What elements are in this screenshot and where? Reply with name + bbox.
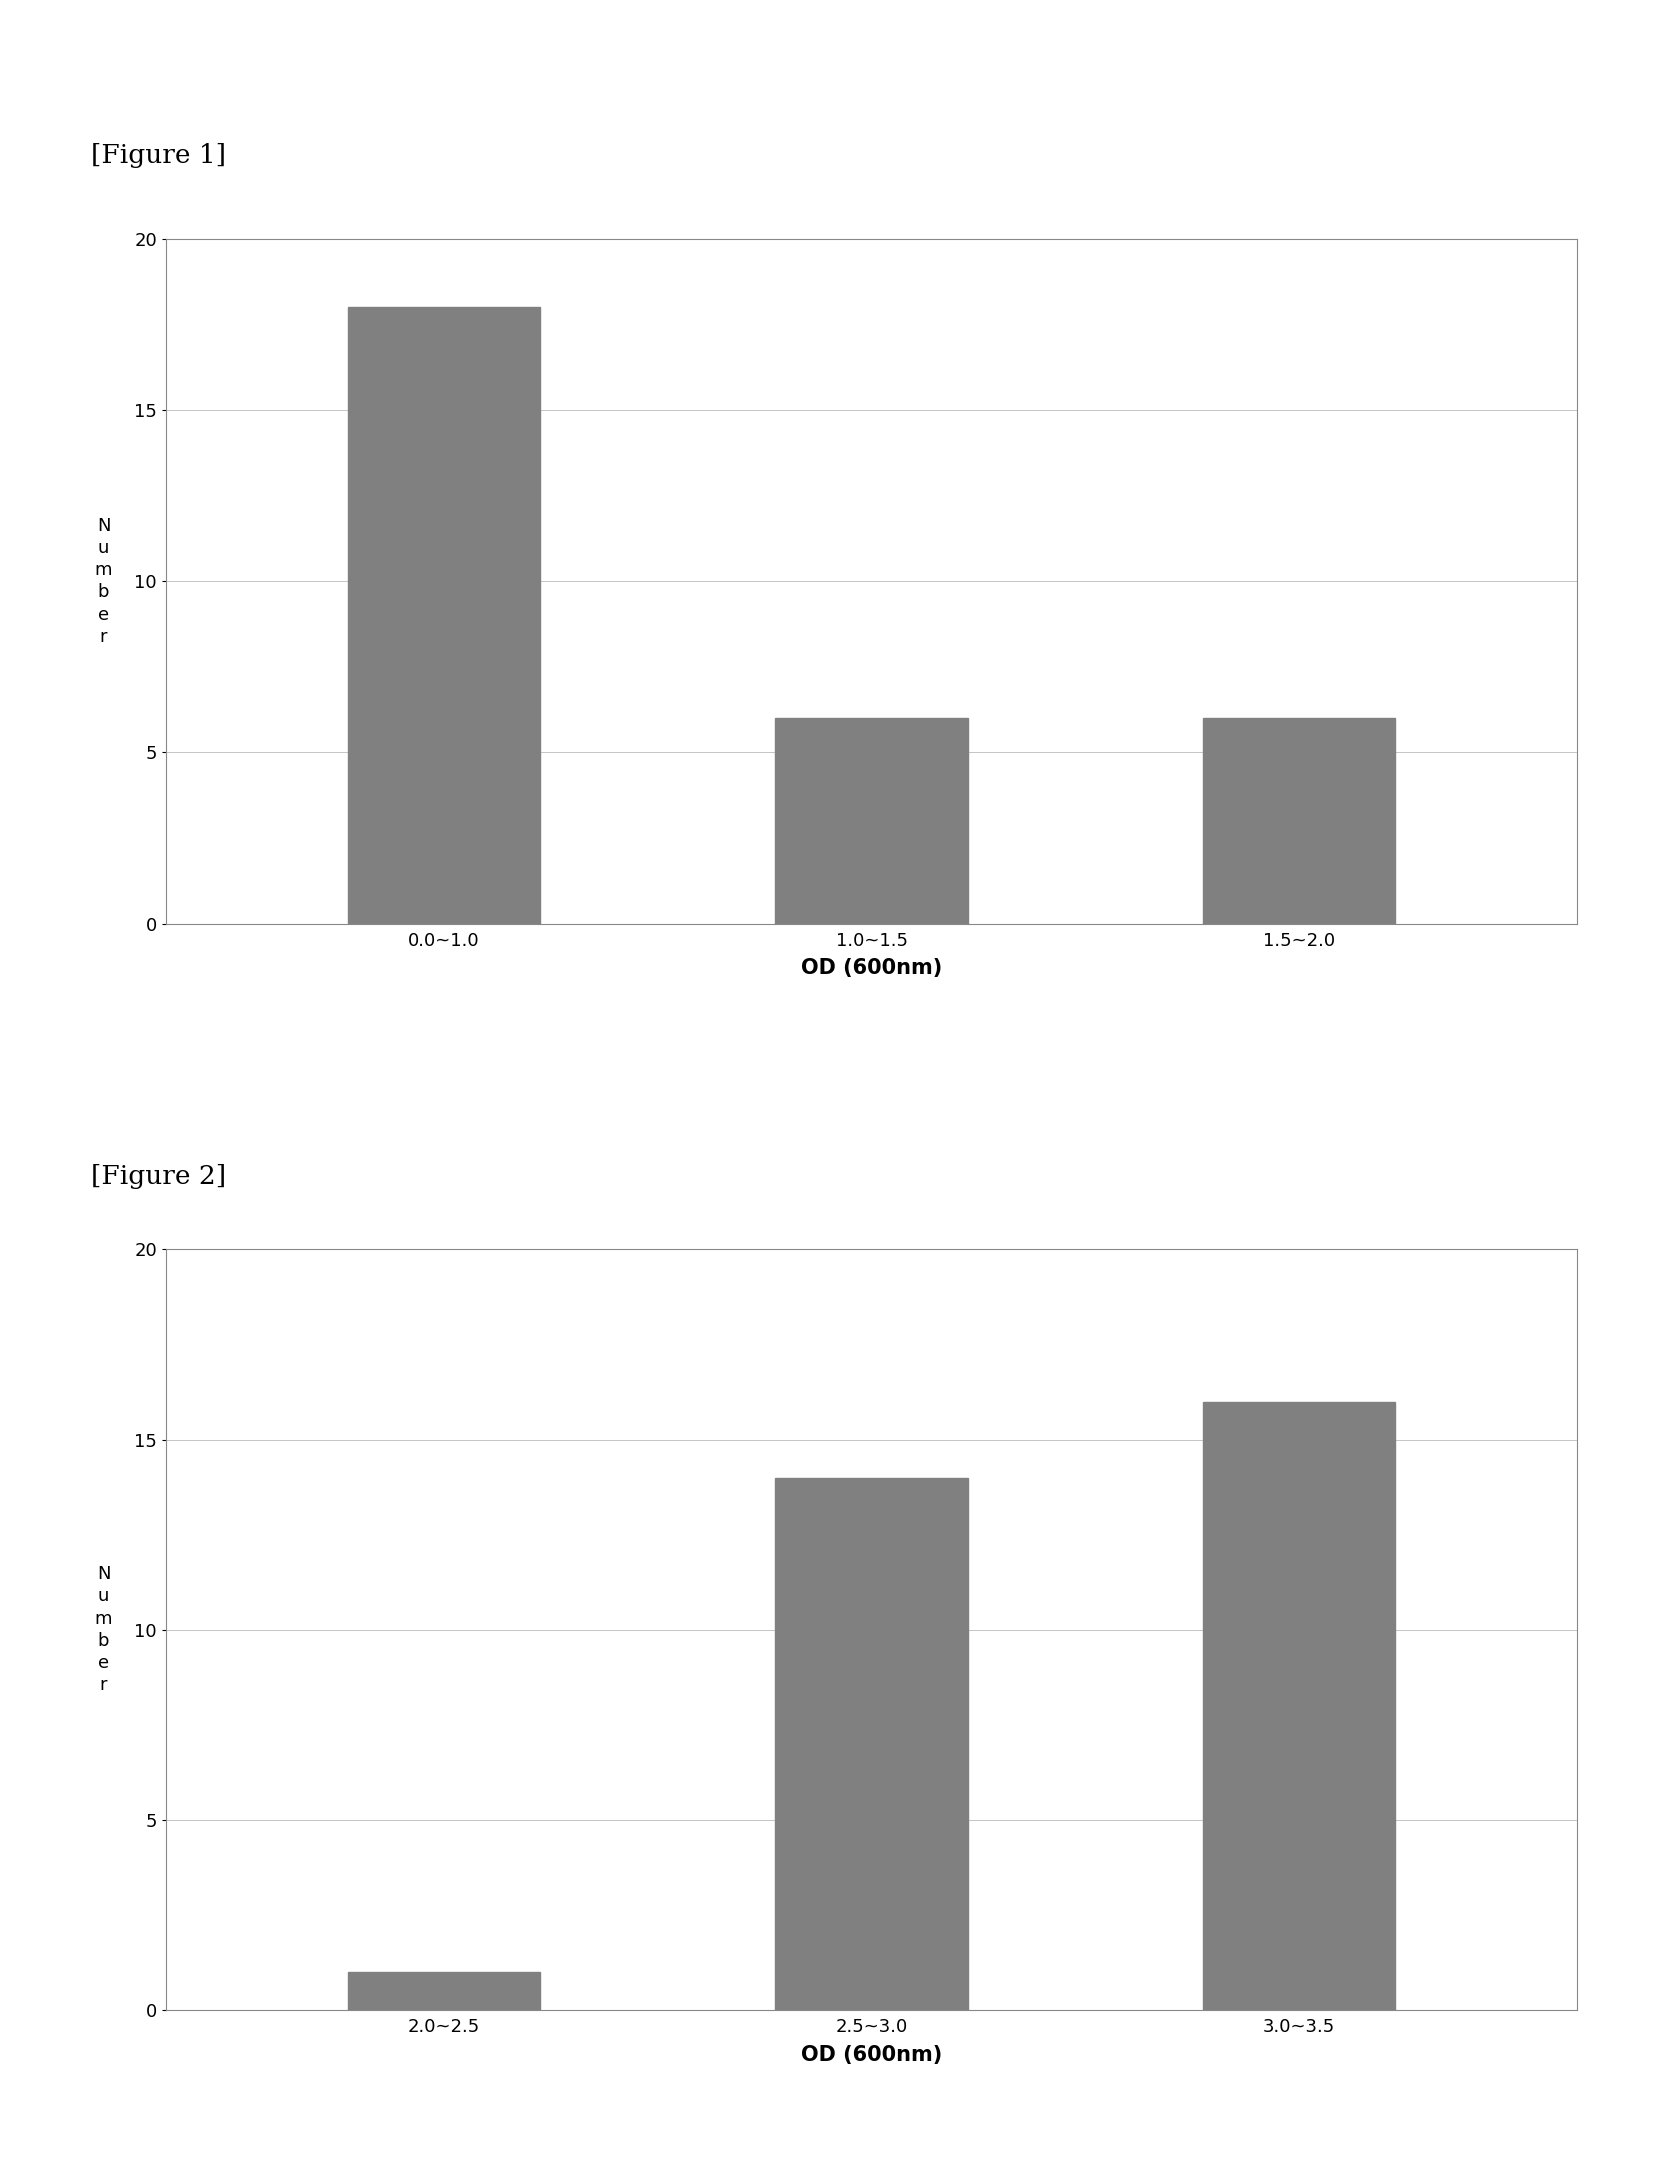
Bar [1204,1402,1396,2010]
Text: [Figure 1]: [Figure 1] [91,143,226,167]
Bar [347,1973,540,2010]
Y-axis label: N
u
m
b
e
r: N u m b e r [95,517,113,645]
X-axis label: OD (600nm): OD (600nm) [800,2045,943,2064]
Text: [Figure 2]: [Figure 2] [91,1165,226,1189]
Bar [347,309,540,924]
Y-axis label: N
u
m
b
e
r: N u m b e r [95,1565,113,1695]
Bar [775,717,968,924]
X-axis label: OD (600nm): OD (600nm) [800,958,943,978]
Bar [775,1478,968,2010]
Bar [1204,717,1396,924]
